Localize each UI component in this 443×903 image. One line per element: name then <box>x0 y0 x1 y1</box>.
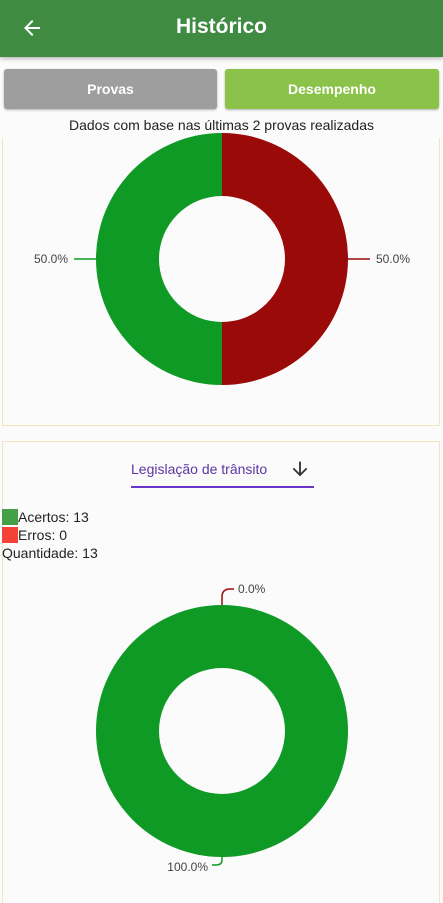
overall-chart-card <box>2 138 440 426</box>
tab-provas[interactable]: Provas <box>4 69 217 109</box>
legend-acertos: Acertos: 13 <box>2 508 89 526</box>
pie-slice-erros <box>222 133 348 385</box>
label-line-erros <box>221 588 234 605</box>
legend-erros: Erros: 0 <box>2 526 67 544</box>
arrow-down-icon <box>292 461 308 477</box>
legend-acertos-label: Acertos: 13 <box>18 509 89 525</box>
arrow-left-icon[interactable] <box>20 16 44 40</box>
legend-erros-label: Erros: 0 <box>18 527 68 543</box>
legend-quantidade: Quantidade: 13 <box>2 544 98 562</box>
legend-swatch-acertos <box>2 509 18 525</box>
data-label-erros: 0.0% <box>238 582 266 596</box>
overall-donut-chart: 50.0% 50.0% <box>34 133 410 385</box>
legend-swatch-erros <box>2 527 18 543</box>
category-dropdown[interactable]: Legislação de trânsito <box>131 458 314 488</box>
page-title: Histórico <box>175 15 267 38</box>
pie-slice-acertos <box>96 133 222 385</box>
label-line-acertos <box>212 857 223 866</box>
pie-slice-acertos <box>96 605 348 857</box>
data-label-erros: 50.0% <box>376 252 410 266</box>
data-label-acertos: 50.0% <box>34 252 68 266</box>
category-dropdown-label: Legislação de trânsito <box>131 461 268 477</box>
app-bar: Histórico <box>0 0 443 57</box>
category-chart-card <box>2 441 440 903</box>
data-label-acertos: 100.0% <box>167 860 208 874</box>
legend-quantidade-label: Quantidade: 13 <box>2 545 98 561</box>
info-text: Dados com base nas últimas 2 provas real… <box>68 117 375 133</box>
tab-desempenho[interactable]: Desempenho <box>225 69 439 109</box>
